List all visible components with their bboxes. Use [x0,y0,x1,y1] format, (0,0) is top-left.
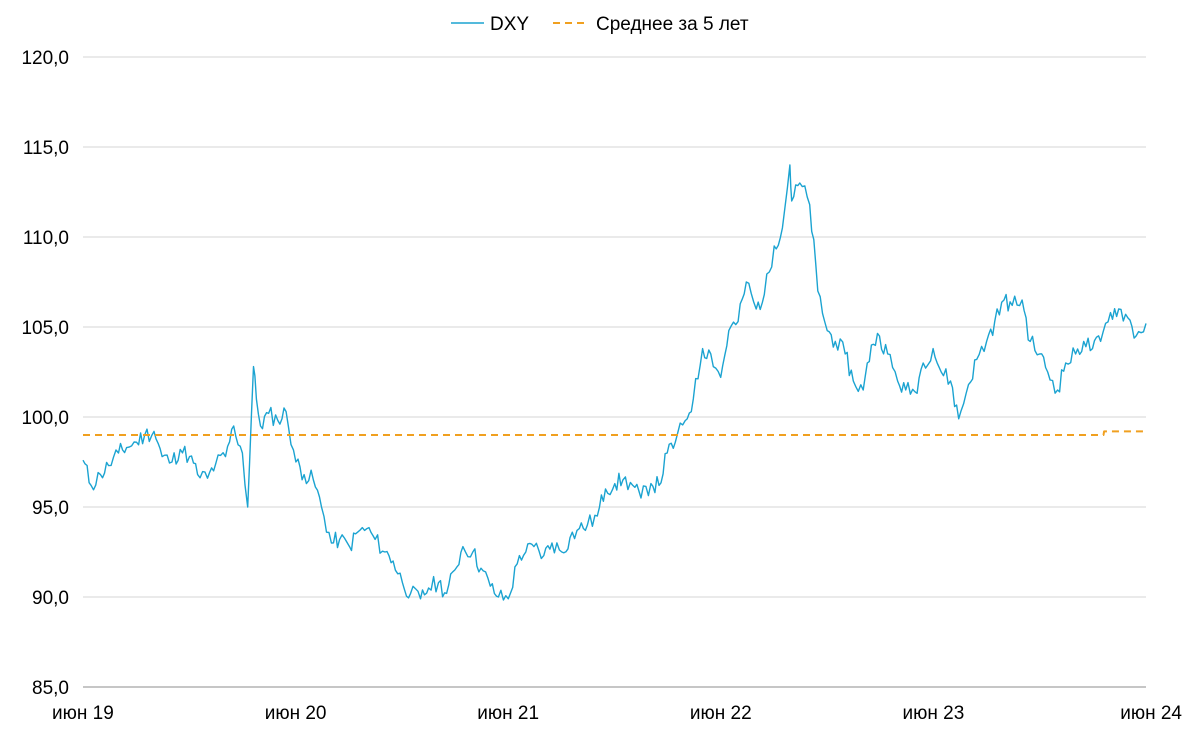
x-tick-label: июн 20 [265,703,327,724]
legend[interactable]: DXY Среднее за 5 лет [451,14,749,35]
legend-label-average: Среднее за 5 лет [596,14,749,35]
x-tick-label: июн 24 [1120,703,1182,724]
x-tick-label: июн 23 [903,703,965,724]
y-tick-label: 100,0 [21,408,69,429]
y-tick-label: 110,0 [23,228,69,249]
series-line-dxy [82,164,1147,601]
y-tick-label: 95,0 [32,498,69,519]
legend-label-dxy: DXY [490,14,529,35]
y-tick-label: 90,0 [32,588,69,609]
x-tick-label: июн 19 [52,703,114,724]
y-tick-label: 85,0 [32,678,69,699]
x-tick-label: июн 22 [690,703,752,724]
series-line-average [83,430,1146,436]
y-tick-label: 105,0 [21,318,69,339]
y-axis: 85,0 90,0 95,0 100,0 105,0 110,0 115,0 120,0 [21,48,69,699]
y-tick-label: 120,0 [21,48,69,69]
x-tick-label: июн 21 [477,703,539,724]
x-axis: июн 19 июн 20 июн 21 июн 22 июн 23 июн 24 [52,703,1182,724]
grid-layer [83,56,1146,688]
y-tick-label: 115,0 [23,138,69,159]
series-layer [82,164,1147,601]
